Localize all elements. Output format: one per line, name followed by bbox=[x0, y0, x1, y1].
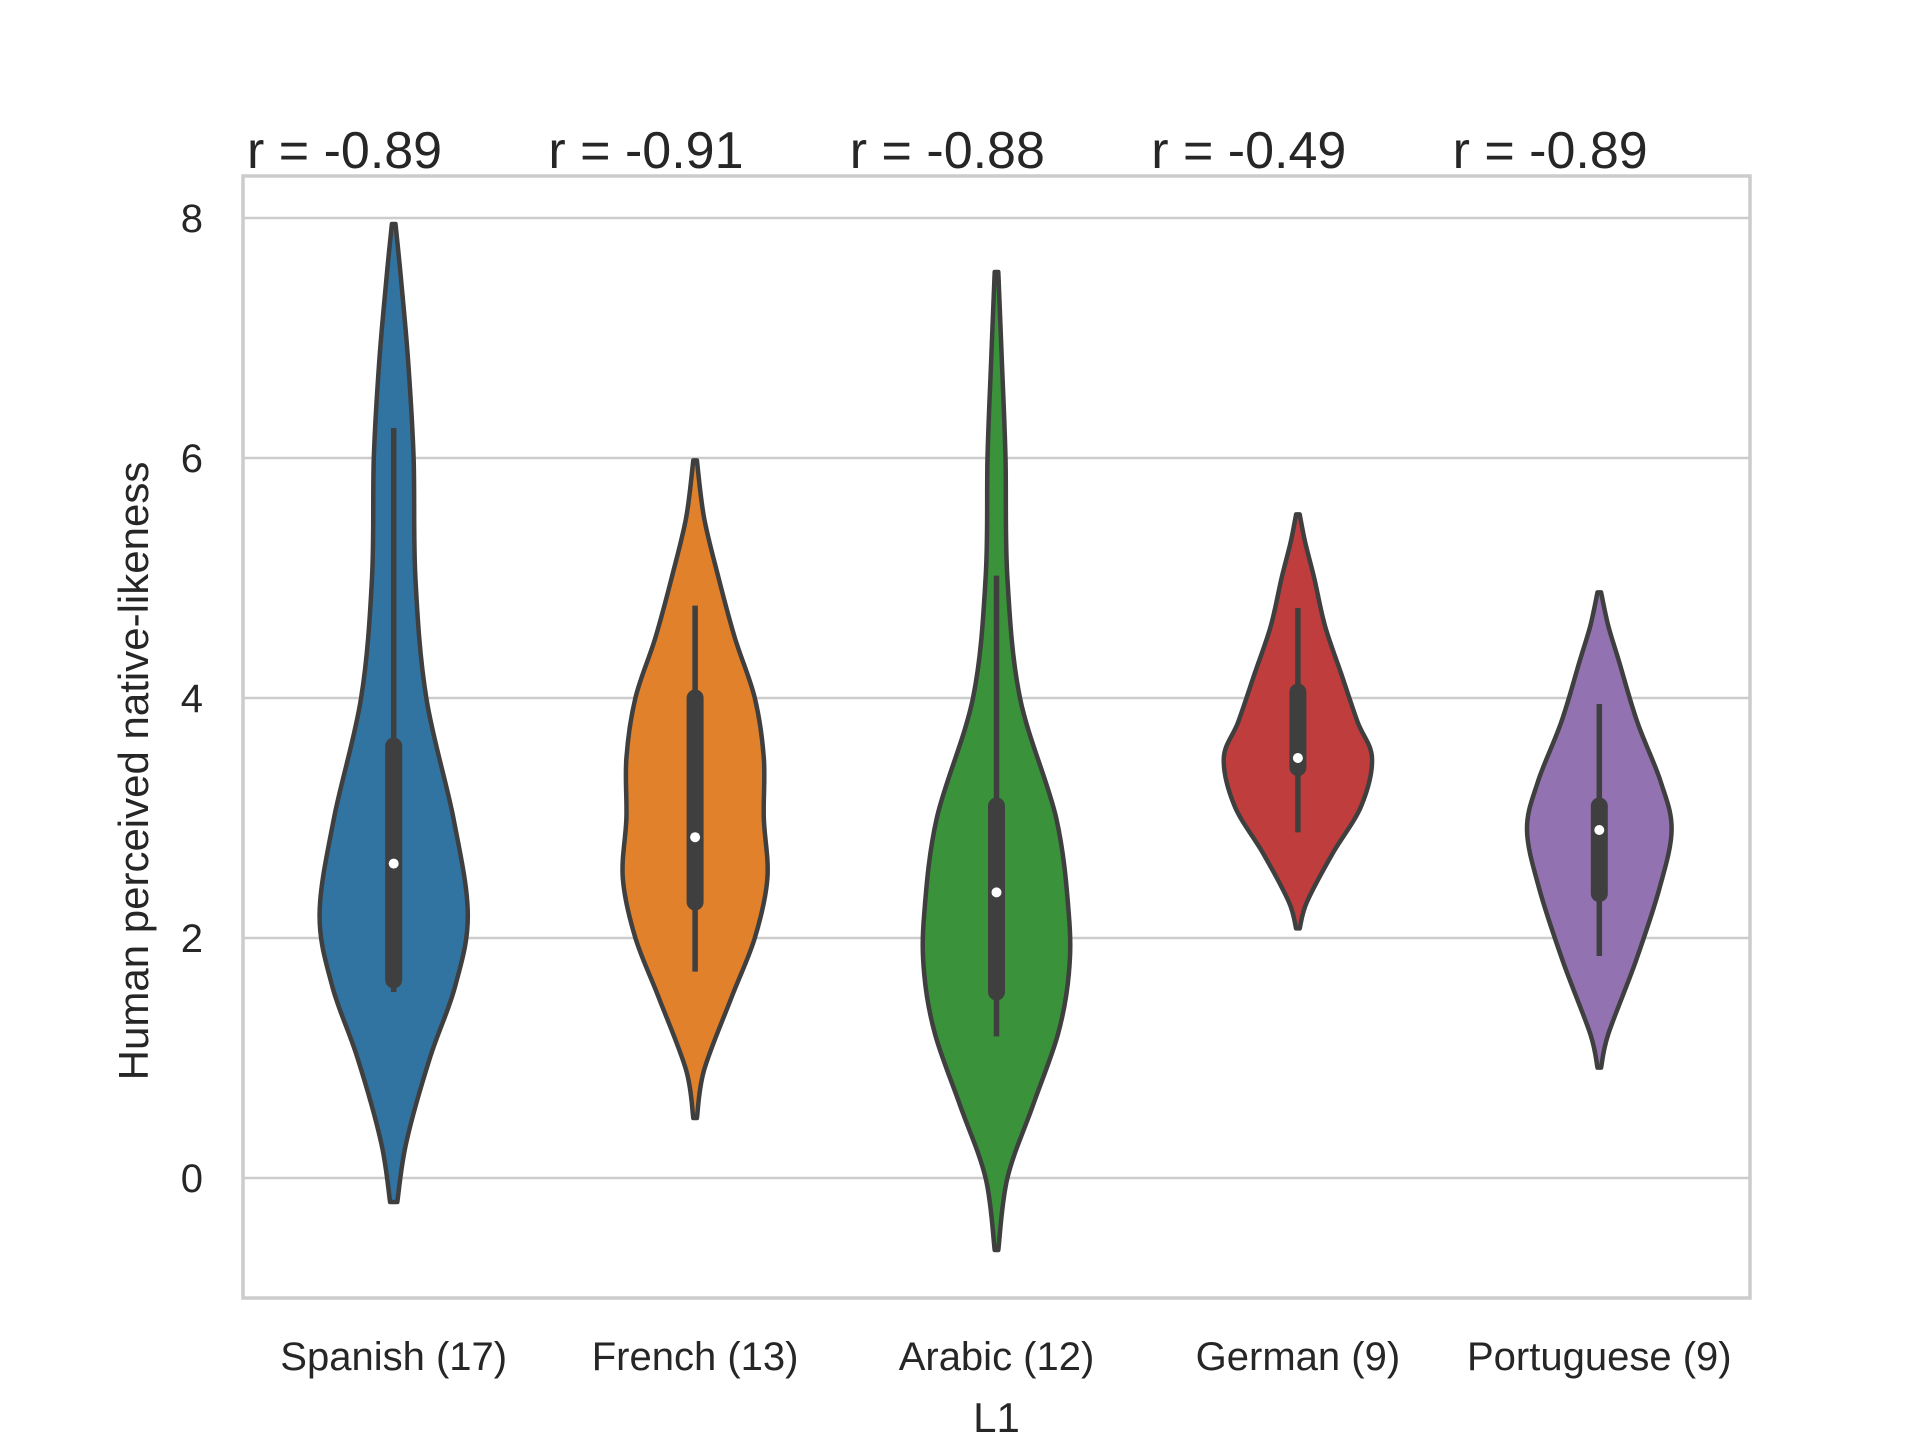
median-point bbox=[1292, 753, 1303, 763]
x-tick-label: German (9) bbox=[1196, 1335, 1401, 1379]
median-point bbox=[991, 887, 1002, 898]
correlation-annotation: r = -0.88 bbox=[850, 122, 1045, 180]
correlation-annotation: r = -0.89 bbox=[1453, 122, 1648, 180]
x-tick-label: French (13) bbox=[592, 1335, 799, 1379]
x-tick-label: Portuguese (9) bbox=[1467, 1335, 1732, 1379]
correlation-annotation: r = -0.91 bbox=[548, 122, 743, 180]
x-tick-label: Spanish (17) bbox=[280, 1335, 507, 1379]
correlation-annotation: r = -0.49 bbox=[1151, 122, 1346, 180]
x-tick-label: Arabic (12) bbox=[899, 1335, 1095, 1379]
violin-layer bbox=[317, 221, 1674, 1253]
median-point bbox=[388, 858, 399, 869]
y-tick-label: 0 bbox=[181, 1157, 203, 1201]
correlation-annotation: r = -0.89 bbox=[247, 122, 442, 180]
y-tick-label: 6 bbox=[181, 437, 203, 481]
median-point bbox=[1594, 825, 1605, 835]
median-point bbox=[690, 832, 701, 843]
x-axis-label: L1 bbox=[973, 1394, 1020, 1440]
y-axis-label: Human perceived native-likeness bbox=[110, 462, 157, 1081]
y-tick-label: 4 bbox=[181, 677, 203, 721]
plot-border bbox=[241, 174, 1752, 1300]
text-layer: Human perceived native-likeness L1 0 2 4 6 8… bbox=[110, 122, 1732, 1441]
y-tick-label: 2 bbox=[181, 917, 203, 961]
y-tick-label: 8 bbox=[181, 197, 203, 241]
plot-frame bbox=[241, 174, 1752, 1300]
